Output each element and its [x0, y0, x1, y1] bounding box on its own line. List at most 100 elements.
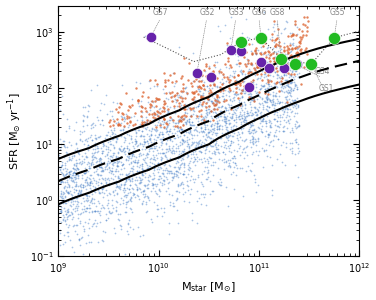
Point — [213, 139, 219, 143]
Point — [144, 139, 150, 143]
Point — [93, 224, 99, 229]
Point — [94, 149, 100, 154]
Point — [263, 68, 269, 73]
Point — [215, 182, 221, 186]
Point — [212, 100, 218, 104]
Point — [227, 121, 233, 125]
Point — [237, 90, 243, 95]
Point — [122, 135, 128, 140]
Point — [239, 113, 245, 118]
Point — [186, 119, 192, 124]
Point — [86, 226, 92, 231]
Point — [219, 103, 225, 108]
Point — [260, 44, 266, 49]
Point — [211, 103, 217, 107]
Point — [243, 136, 249, 141]
Point — [67, 202, 73, 207]
Point — [166, 121, 172, 125]
Point — [246, 70, 252, 75]
Point — [139, 164, 145, 169]
Point — [249, 94, 255, 99]
Point — [111, 160, 117, 165]
Point — [89, 181, 95, 185]
Point — [241, 123, 247, 128]
Point — [115, 169, 121, 174]
Point — [76, 157, 82, 162]
Point — [137, 151, 143, 156]
Point — [160, 104, 166, 109]
Point — [172, 111, 178, 116]
Point — [120, 177, 126, 182]
Point — [82, 192, 88, 197]
Point — [237, 117, 243, 122]
Point — [247, 104, 253, 109]
Point — [253, 50, 259, 55]
Point — [154, 96, 160, 101]
Point — [266, 66, 272, 71]
Point — [245, 96, 251, 100]
Point — [189, 217, 195, 222]
Point — [208, 123, 214, 128]
Point — [182, 111, 188, 116]
Point — [247, 90, 253, 95]
Point — [152, 181, 158, 186]
Point — [180, 150, 186, 155]
Point — [226, 103, 232, 108]
Point — [91, 123, 97, 128]
Point — [256, 93, 262, 98]
Point — [164, 124, 170, 129]
Point — [61, 233, 67, 238]
Point — [151, 168, 157, 172]
Point — [223, 119, 229, 124]
Point — [140, 143, 146, 148]
Point — [152, 112, 158, 116]
Point — [287, 103, 293, 108]
Point — [99, 169, 105, 174]
Point — [95, 187, 101, 191]
Point — [62, 219, 68, 224]
Point — [226, 80, 232, 85]
Point — [187, 129, 193, 134]
Point — [171, 151, 177, 156]
Point — [145, 143, 151, 148]
Point — [123, 202, 129, 207]
Point — [251, 118, 257, 123]
Point — [132, 178, 138, 183]
Point — [216, 123, 222, 128]
Point — [210, 80, 216, 84]
Point — [288, 74, 294, 79]
Point — [141, 138, 147, 143]
Point — [226, 134, 232, 138]
Point — [215, 89, 221, 94]
Point — [138, 123, 144, 128]
Point — [185, 154, 191, 159]
Point — [111, 157, 117, 162]
Point — [268, 69, 274, 74]
Point — [203, 147, 209, 152]
Point — [265, 55, 271, 59]
Point — [272, 60, 278, 64]
Point — [158, 166, 164, 170]
Point — [226, 145, 232, 150]
Point — [264, 93, 270, 98]
Point — [265, 80, 271, 85]
Point — [161, 86, 167, 91]
Point — [205, 159, 211, 164]
Point — [204, 143, 210, 148]
Point — [203, 64, 209, 68]
Point — [209, 101, 215, 106]
Point — [203, 108, 209, 112]
Point — [284, 77, 290, 82]
Point — [122, 116, 128, 121]
Point — [224, 130, 230, 135]
Point — [92, 185, 98, 190]
Point — [196, 122, 202, 127]
Point — [218, 136, 224, 140]
Point — [269, 32, 275, 36]
Point — [102, 229, 108, 234]
Point — [68, 168, 74, 173]
Point — [269, 162, 275, 167]
Point — [148, 144, 154, 149]
Point — [191, 159, 197, 164]
Point — [182, 107, 188, 112]
